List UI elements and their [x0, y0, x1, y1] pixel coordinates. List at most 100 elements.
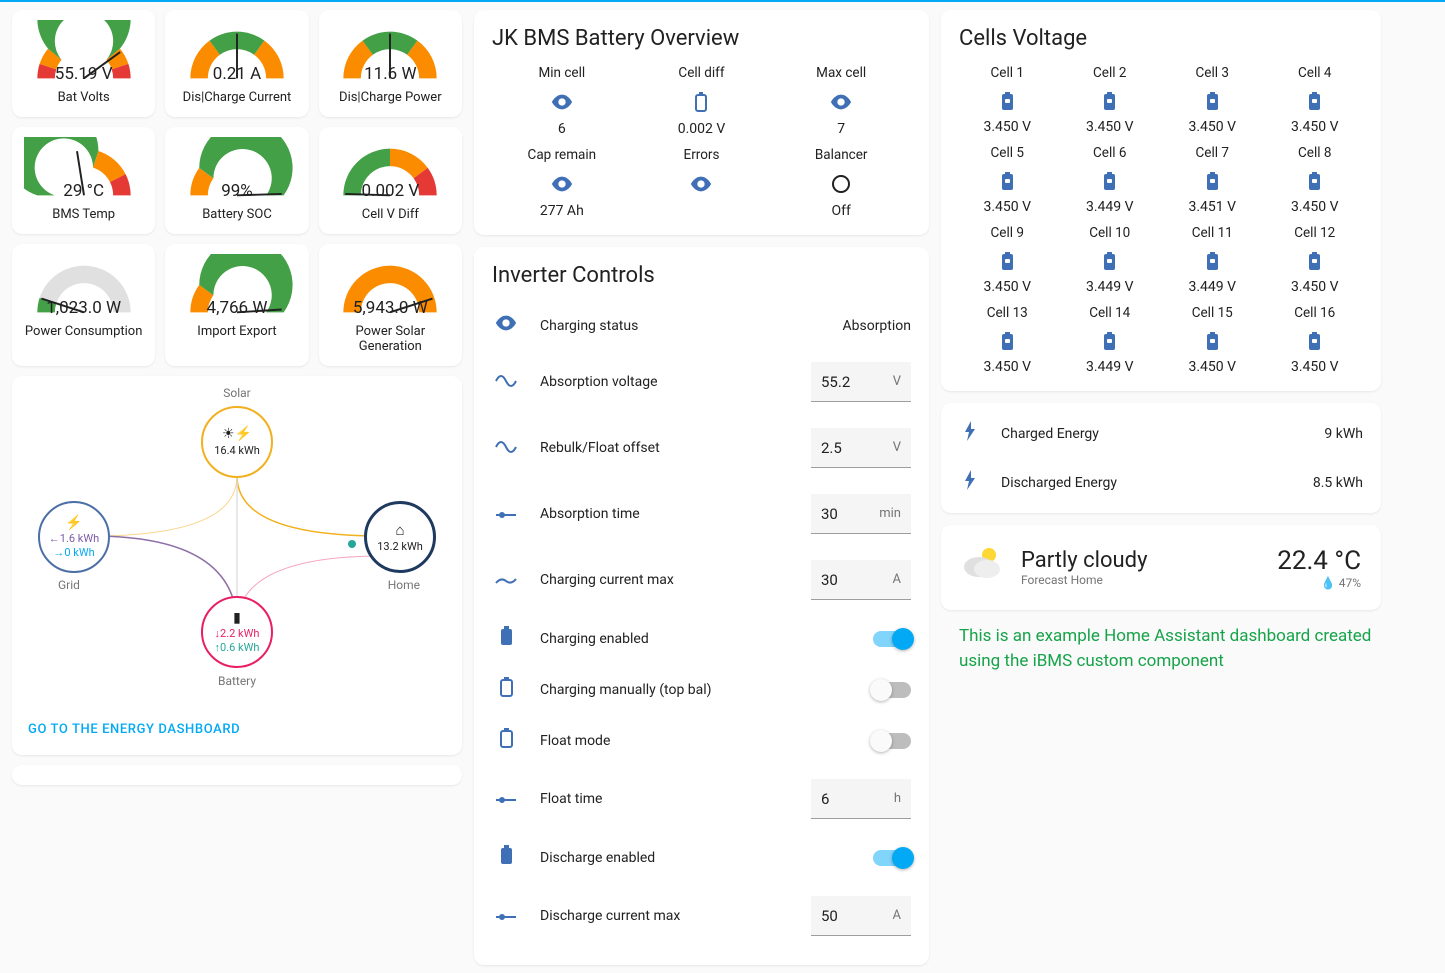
battery-cell-icon — [959, 331, 1056, 351]
inverter-number-input[interactable]: 55.2V — [811, 362, 911, 402]
gauge-card[interactable]: 99%Battery SOC — [165, 127, 308, 234]
grid-node[interactable]: ⚡ ←1.6 kWh →0 kWh — [38, 501, 110, 573]
line-icon — [492, 789, 520, 810]
inverter-number-input[interactable]: 2.5V — [811, 428, 911, 468]
gauge-card[interactable]: 55.19 VBat Volts — [12, 10, 155, 117]
cell-value: 3.450 V — [959, 199, 1056, 215]
wave-icon — [492, 438, 520, 459]
solar-node[interactable]: ☀⚡ 16.4 kWh — [201, 406, 273, 478]
energy-dashboard-link[interactable]: GO TO THE ENERGY DASHBOARD — [20, 706, 454, 741]
inverter-row-label: Discharge enabled — [540, 850, 853, 866]
solar-icon: ☀⚡ — [222, 426, 252, 444]
bms-stat[interactable]: Cap remain 277 Ah — [492, 147, 632, 219]
cell-item[interactable]: Cell 13 3.450 V — [959, 305, 1056, 375]
gauge-grid: 55.19 VBat Volts0.21 ADis|Charge Current… — [12, 10, 462, 366]
bms-stat[interactable]: Errors — [632, 147, 772, 219]
batt-o-icon — [492, 728, 520, 753]
cell-label: Cell 12 — [1267, 225, 1364, 241]
home-node[interactable]: ⌂ 13.2 kWh — [364, 501, 436, 573]
bms-stat[interactable]: Min cell 6 — [492, 65, 632, 137]
battery-cell-icon — [1164, 331, 1261, 351]
gauge-label: Import Export — [173, 324, 300, 339]
inverter-switch[interactable] — [873, 850, 911, 866]
battery-cell-icon — [1267, 331, 1364, 351]
gauge-card[interactable]: 5,943.0 WPower Solar Generation — [319, 244, 462, 366]
energy-value: 8.5 kWh — [1313, 475, 1363, 491]
inverter-number-input[interactable]: 6h — [811, 779, 911, 819]
cell-item[interactable]: Cell 16 3.450 V — [1267, 305, 1364, 375]
gauge-card[interactable]: 4,766 WImport Export — [165, 244, 308, 366]
cell-item[interactable]: Cell 3 3.450 V — [1164, 65, 1261, 135]
batt-f-icon — [492, 626, 520, 651]
inverter-row-label: Absorption voltage — [540, 374, 791, 390]
cell-item[interactable]: Cell 9 3.450 V — [959, 225, 1056, 295]
example-note: This is an example Home Assistant dashbo… — [941, 610, 1381, 673]
cell-item[interactable]: Cell 14 3.449 V — [1062, 305, 1159, 375]
battery-cell-icon — [1267, 251, 1364, 271]
bms-stat[interactable]: Balancer Off — [771, 147, 911, 219]
tilde-icon — [492, 570, 520, 591]
energy-flow-diagram: Solar ☀⚡ 16.4 kWh ⚡ ←1.6 kWh →0 kWh Grid… — [20, 386, 454, 706]
cell-label: Cell 16 — [1267, 305, 1364, 321]
cell-value: 3.450 V — [959, 119, 1056, 135]
grid-import: ←1.6 kWh — [49, 532, 99, 546]
weather-card[interactable]: Partly cloudy Forecast Home 22.4 °C 💧 47… — [941, 525, 1381, 610]
bms-stat[interactable]: Cell diff 0.002 V — [632, 65, 772, 137]
bolt-icon — [959, 421, 981, 446]
cell-value: 3.449 V — [1062, 359, 1159, 375]
inverter-number-input[interactable]: 50A — [811, 896, 911, 936]
bms-stat-label: Errors — [632, 147, 772, 163]
cell-item[interactable]: Cell 15 3.450 V — [1164, 305, 1261, 375]
bms-stat-label: Max cell — [771, 65, 911, 81]
inverter-number-input[interactable]: 30min — [811, 494, 911, 534]
gauge-card[interactable]: 0.002 VCell V Diff — [319, 127, 462, 234]
solar-node-label: Solar — [223, 386, 250, 400]
inverter-switch[interactable] — [873, 682, 911, 698]
line-icon — [492, 504, 520, 525]
eye-icon — [632, 173, 772, 195]
energy-value: 9 kWh — [1324, 426, 1363, 442]
cells-voltage-card: Cells Voltage Cell 1 3.450 VCell 2 3.450… — [941, 10, 1381, 391]
energy-flow-card[interactable]: Solar ☀⚡ 16.4 kWh ⚡ ←1.6 kWh →0 kWh Grid… — [12, 376, 462, 755]
inverter-switch[interactable] — [873, 631, 911, 647]
cell-item[interactable]: Cell 10 3.449 V — [1062, 225, 1159, 295]
gauge-label: Dis|Charge Current — [173, 90, 300, 105]
inverter-switch[interactable] — [873, 733, 911, 749]
batt-f-icon — [492, 845, 520, 870]
energy-row[interactable]: Charged Energy 9 kWh — [959, 409, 1363, 458]
cell-item[interactable]: Cell 7 3.451 V — [1164, 145, 1261, 215]
battery-node[interactable]: ▮ ↓2.2 kWh ↑0.6 kWh — [201, 596, 273, 668]
circle-icon — [771, 173, 911, 195]
inverter-title: Inverter Controls — [492, 263, 911, 288]
cell-item[interactable]: Cell 2 3.450 V — [1062, 65, 1159, 135]
inverter-number-input[interactable]: 30A — [811, 560, 911, 600]
bms-stat[interactable]: Max cell 7 — [771, 65, 911, 137]
cell-item[interactable]: Cell 8 3.450 V — [1267, 145, 1364, 215]
cell-label: Cell 1 — [959, 65, 1056, 81]
cell-item[interactable]: Cell 5 3.450 V — [959, 145, 1056, 215]
cell-value: 3.450 V — [1164, 119, 1261, 135]
battery-cell-icon — [1267, 171, 1364, 191]
battery-cell-icon — [959, 251, 1056, 271]
inverter-row: Charging statusAbsorption — [492, 302, 911, 349]
cell-item[interactable]: Cell 4 3.450 V — [1267, 65, 1364, 135]
cell-value: 3.449 V — [1062, 279, 1159, 295]
battery-cell-icon — [1164, 91, 1261, 111]
inverter-row: Absorption voltage 55.2V — [492, 349, 911, 415]
cell-item[interactable]: Cell 11 3.449 V — [1164, 225, 1261, 295]
cell-item[interactable]: Cell 12 3.450 V — [1267, 225, 1364, 295]
inverter-row-label: Charging enabled — [540, 631, 853, 647]
eye-icon — [492, 173, 632, 195]
line-icon — [492, 906, 520, 927]
gauge-card[interactable]: 29 °CBMS Temp — [12, 127, 155, 234]
gauge-card[interactable]: 11.6 WDis|Charge Power — [319, 10, 462, 117]
bms-stat-value: 6 — [492, 121, 632, 137]
gauge-card[interactable]: 1,023.0 WPower Consumption — [12, 244, 155, 366]
cell-item[interactable]: Cell 1 3.450 V — [959, 65, 1056, 135]
cell-value: 3.450 V — [959, 279, 1056, 295]
cells-title: Cells Voltage — [959, 26, 1363, 51]
bms-stat-value: Off — [771, 203, 911, 219]
gauge-card[interactable]: 0.21 ADis|Charge Current — [165, 10, 308, 117]
energy-row[interactable]: Discharged Energy 8.5 kWh — [959, 458, 1363, 507]
cell-item[interactable]: Cell 6 3.449 V — [1062, 145, 1159, 215]
